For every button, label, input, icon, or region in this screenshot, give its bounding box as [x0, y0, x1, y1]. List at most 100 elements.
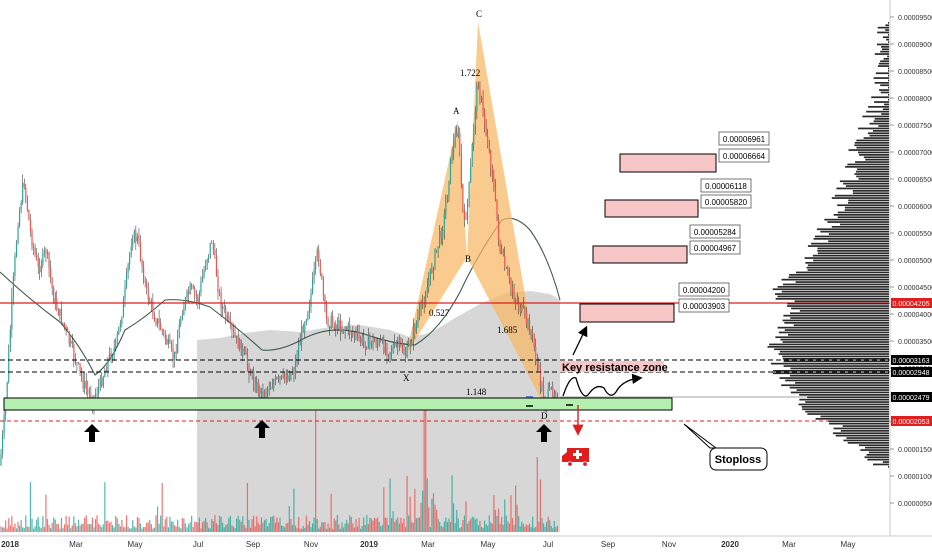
candle-body	[218, 291, 221, 293]
profile-bar	[783, 360, 889, 363]
volume-bar	[85, 515, 87, 532]
volume-bar	[20, 520, 22, 532]
candle-body	[116, 334, 118, 340]
volume-bar	[462, 519, 464, 532]
candle-body	[305, 319, 307, 324]
volume-bar	[169, 516, 171, 532]
candle-body	[437, 246, 439, 250]
volume-bar	[466, 523, 469, 532]
candle-body	[133, 231, 135, 242]
volume-bar	[11, 516, 13, 532]
volume-bar	[519, 526, 521, 532]
price-tick-label: 0.00001500	[898, 447, 932, 454]
target-zone-1[interactable]	[619, 153, 717, 173]
price-tick-label: 0.00004500	[898, 285, 932, 292]
candle-body	[99, 378, 101, 387]
profile-bar	[857, 151, 889, 154]
volume-bar	[502, 524, 504, 532]
candle-body	[87, 389, 89, 392]
candle-body	[298, 345, 300, 359]
profile-bar	[874, 118, 889, 120]
profile-bar	[888, 86, 889, 89]
profile-bar	[782, 319, 889, 322]
candle-body	[549, 387, 551, 390]
candle-body	[535, 347, 537, 360]
volume-bar	[139, 523, 142, 532]
candle-body	[203, 269, 205, 277]
profile-bar	[778, 353, 889, 355]
volume-bar	[1, 527, 4, 532]
volume-bar	[426, 478, 428, 532]
volume-bar	[79, 525, 81, 532]
profile-bar	[878, 62, 889, 65]
profile-bar	[868, 106, 889, 108]
time-tick-label: Nov	[662, 540, 676, 549]
volume-bar	[549, 520, 551, 532]
volume-bar	[482, 527, 484, 532]
volume-bar	[457, 518, 459, 532]
volume-bar	[439, 521, 441, 532]
candle-body	[459, 132, 461, 152]
target-zone-4[interactable]	[579, 303, 675, 323]
volume-bar	[110, 521, 112, 532]
candle-body	[139, 241, 142, 260]
profile-bar	[865, 158, 889, 161]
time-axis[interactable]: 2018 Mar May Jul Sep Nov 2019 Mar May Jul Sep Nov 20…	[1, 540, 855, 549]
candle-body	[451, 153, 453, 158]
candle-body	[274, 377, 276, 383]
candle-body	[267, 388, 269, 393]
profile-bar	[888, 94, 889, 96]
profile-bar	[781, 290, 889, 293]
candle-body	[153, 315, 156, 321]
volume-bar	[12, 526, 14, 532]
candle-body	[152, 301, 154, 316]
candle-body	[415, 322, 417, 332]
target-zone-3[interactable]	[592, 245, 688, 264]
volume-bar	[508, 523, 510, 532]
volume-bar	[487, 525, 489, 532]
candle-body	[79, 363, 81, 371]
up-arrow-1	[84, 424, 100, 442]
volume-bar	[541, 517, 543, 532]
volume-bar	[313, 517, 315, 532]
candle-body	[146, 282, 148, 287]
volume-bar	[197, 522, 199, 532]
candle-body	[256, 381, 258, 391]
candle-body	[187, 291, 190, 295]
volume-bar	[380, 526, 382, 532]
volume-bar	[212, 521, 214, 532]
candle-body	[136, 236, 138, 242]
volume-bar	[229, 515, 231, 532]
profile-bar	[846, 437, 889, 439]
candle-body	[121, 317, 123, 324]
price-axis[interactable]: 0.00009500 0.00009000 0.00008500 0.00008000…	[890, 15, 932, 508]
up-arrow-3	[536, 424, 552, 442]
volume-bar	[178, 526, 180, 532]
candle-body	[282, 373, 284, 376]
volume-bar	[124, 527, 126, 532]
candle-body	[333, 323, 335, 330]
volume-bar	[259, 524, 261, 532]
target-zone-2[interactable]	[604, 199, 699, 218]
candle-body	[280, 375, 283, 379]
volume-bar	[167, 527, 169, 532]
candle-body	[254, 384, 256, 391]
pattern-label-d: D	[541, 411, 548, 421]
volume-bar	[186, 527, 188, 532]
volume-bar	[535, 526, 537, 532]
price-tag-bg	[891, 298, 932, 308]
candle-body	[477, 85, 479, 90]
profile-bar	[777, 326, 889, 329]
candle-body	[527, 319, 529, 324]
profile-bar	[858, 444, 889, 447]
candle-body	[259, 388, 261, 394]
candle-body	[265, 392, 267, 396]
support-zone[interactable]	[3, 397, 673, 411]
candle-body	[315, 257, 317, 270]
candle-body	[378, 340, 380, 344]
candle-body	[518, 301, 520, 308]
volume-bar	[321, 522, 323, 532]
volume-bar	[166, 516, 168, 532]
volume-bar	[463, 515, 466, 532]
